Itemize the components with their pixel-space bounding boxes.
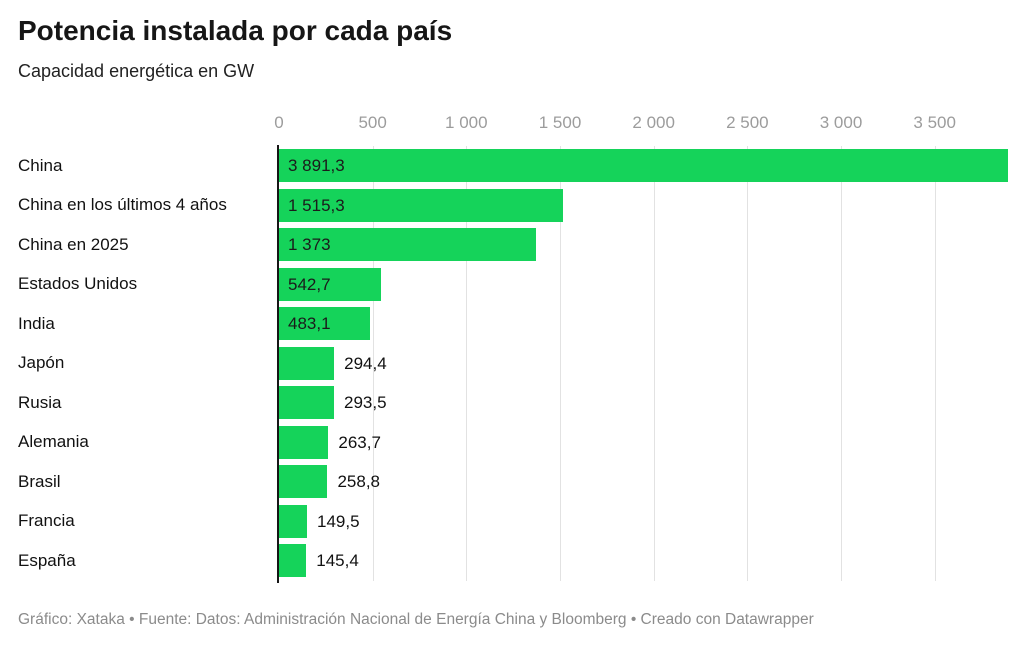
category-label: Rusia bbox=[18, 392, 62, 412]
bar-cell: 258,8 bbox=[279, 462, 1008, 502]
gridline bbox=[747, 146, 749, 581]
gridline bbox=[653, 146, 655, 581]
table-row: España 145,4 bbox=[0, 541, 1024, 581]
category-label: Francia bbox=[18, 511, 75, 531]
bar bbox=[279, 188, 563, 222]
bar-cell: 1 515,3 bbox=[279, 186, 1008, 226]
value-label: 3 891,3 bbox=[288, 156, 345, 175]
category-label: India bbox=[18, 313, 55, 333]
category-label: China bbox=[18, 155, 63, 175]
category-label: Estados Unidos bbox=[18, 274, 138, 294]
bar bbox=[279, 465, 328, 498]
bar bbox=[279, 149, 1008, 182]
chart-subtitle: Capacidad energética en GW bbox=[18, 61, 255, 81]
category-label: China en los últimos 4 años bbox=[18, 195, 227, 215]
x-tick-label: 2 000 bbox=[632, 113, 675, 132]
bar bbox=[279, 307, 370, 340]
bar-rows: China 3 891,3 China en los últimos 4 años 1… bbox=[0, 146, 1024, 581]
bar-cell: 483,1 bbox=[279, 304, 1008, 344]
x-tick-label: 1 000 bbox=[445, 113, 488, 132]
table-row: Brasil 258,8 bbox=[0, 462, 1024, 502]
table-row: China en 2025 1 373 bbox=[0, 225, 1024, 265]
bar bbox=[279, 504, 307, 538]
bar-cell: 1 373 bbox=[279, 225, 1008, 265]
gridline bbox=[841, 146, 843, 581]
value-label: 149,5 bbox=[317, 511, 360, 531]
bar bbox=[279, 228, 537, 261]
x-tick-label: 2 500 bbox=[726, 113, 769, 132]
bar bbox=[279, 267, 381, 301]
x-tick-label: 3 500 bbox=[913, 113, 956, 132]
category-label: China en 2025 bbox=[18, 234, 129, 254]
bar bbox=[279, 544, 307, 577]
value-label: 293,5 bbox=[343, 393, 387, 412]
table-row: Francia 149,5 bbox=[0, 502, 1024, 542]
table-row: India 483,1 bbox=[0, 304, 1024, 344]
bar bbox=[279, 346, 335, 380]
gridline bbox=[466, 146, 468, 581]
table-row: China en los últimos 4 años 1 515,3 bbox=[0, 186, 1024, 226]
bar-cell: 293,5 bbox=[279, 383, 1008, 423]
category-label: Alemania bbox=[18, 432, 89, 452]
value-label: 483,1 bbox=[288, 314, 331, 333]
bar-chart: China 3 891,3 China en los últimos 4 años 1… bbox=[0, 145, 1024, 583]
value-label: 145,4 bbox=[316, 551, 359, 570]
table-row: Estados Unidos 542,7 bbox=[0, 265, 1024, 305]
x-tick-label: 0 bbox=[274, 113, 284, 132]
value-label: 1 515,3 bbox=[288, 195, 345, 215]
attribution-footer: Gráfico: Xataka • Fuente: Datos: Adminis… bbox=[18, 611, 814, 628]
category-label: Brasil bbox=[18, 471, 61, 491]
value-label: 263,7 bbox=[338, 432, 381, 452]
bar-cell: 149,5 bbox=[279, 502, 1008, 542]
value-label: 258,8 bbox=[337, 472, 381, 491]
x-tick-label: 1 500 bbox=[538, 113, 582, 132]
table-row: China 3 891,3 bbox=[0, 146, 1024, 186]
value-label: 294,4 bbox=[344, 353, 387, 373]
bar bbox=[279, 425, 329, 459]
gridline bbox=[934, 146, 936, 581]
table-row: Alemania 263,7 bbox=[0, 423, 1024, 463]
zero-axis-line bbox=[277, 145, 279, 583]
table-row: Rusia 293,5 bbox=[0, 383, 1024, 423]
x-tick-label: 500 bbox=[358, 113, 387, 132]
bar-cell: 3 891,3 bbox=[279, 146, 1008, 186]
gridlines bbox=[279, 146, 1008, 581]
bar-cell: 145,4 bbox=[279, 541, 1008, 581]
category-label: Japón bbox=[18, 353, 65, 373]
x-tick-label: 3 000 bbox=[819, 113, 863, 132]
bar-cell: 542,7 bbox=[279, 265, 1008, 305]
category-label: España bbox=[18, 550, 76, 570]
bar-cell: 294,4 bbox=[279, 344, 1008, 384]
bar bbox=[279, 386, 334, 419]
bar-cell: 263,7 bbox=[279, 423, 1008, 463]
gridline bbox=[560, 146, 561, 581]
gridline bbox=[372, 146, 374, 581]
chart-title: Potencia instalada por cada país bbox=[18, 15, 453, 46]
value-label: 542,7 bbox=[288, 274, 331, 294]
value-label: 1 373 bbox=[288, 235, 331, 254]
x-axis-tick-labels: 0 500 1 000 1 500 2 000 2 500 3 000 3 500 bbox=[274, 113, 1008, 137]
table-row: Japón 294,4 bbox=[0, 344, 1024, 384]
